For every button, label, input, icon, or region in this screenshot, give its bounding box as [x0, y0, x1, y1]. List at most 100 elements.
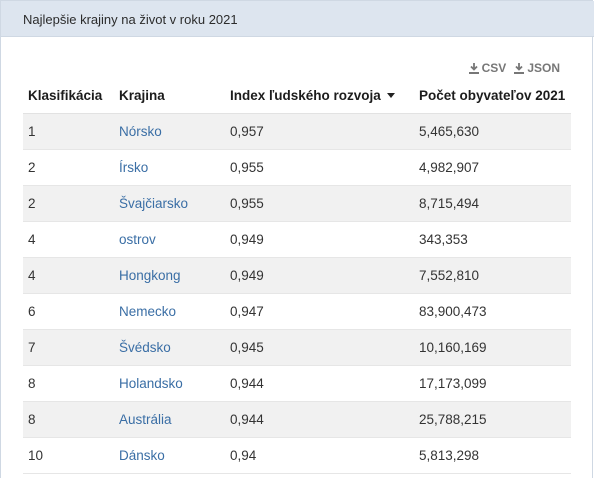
download-json-link[interactable]: JSON	[514, 61, 560, 75]
header-hdi-label: Index ľudského rozvoja	[230, 87, 381, 103]
rank-cell: 2	[23, 149, 114, 186]
rank-cell: 1	[23, 113, 114, 150]
rank-cell: 8	[28, 376, 36, 391]
rank-cell: 1	[28, 124, 36, 139]
hdi-cell: 0,945	[225, 329, 414, 366]
rank-cell: 10	[23, 437, 114, 474]
download-icon	[514, 62, 525, 74]
rank-cell: 2	[28, 196, 36, 211]
hdi-cell: 0,949	[225, 257, 414, 294]
rank-cell: 4	[23, 257, 114, 294]
table-row: 6 Nemecko 0,947 83,900,473	[23, 293, 571, 330]
rank-cell: 2	[28, 160, 36, 175]
download-csv-label: CSV	[481, 61, 507, 75]
rank-cell: 7	[23, 329, 114, 366]
population-cell: 10,160,169	[414, 329, 571, 366]
country-cell: ostrov	[114, 221, 225, 258]
country-cell: Írsko	[114, 149, 225, 186]
download-links: CSV JSON	[468, 61, 560, 75]
hdi-cell: 0,947	[230, 304, 264, 319]
population-cell: 5,465,630	[414, 113, 571, 150]
hdi-cell: 0,947	[225, 293, 414, 330]
hdi-cell: 0,957	[225, 113, 414, 150]
population-cell: 343,353	[419, 232, 468, 247]
country-link[interactable]: Nórsko	[119, 124, 162, 139]
rank-cell: 4	[28, 232, 36, 247]
population-cell: 8,715,494	[414, 185, 571, 222]
population-cell: 17,173,099	[414, 365, 571, 402]
population-cell: 10,160,169	[419, 340, 487, 355]
population-cell: 25,788,215	[419, 412, 487, 427]
population-cell: 5,813,298	[414, 437, 571, 474]
download-icon	[468, 62, 479, 74]
hdi-cell: 0,955	[225, 149, 414, 186]
hdi-cell: 0,944	[225, 401, 414, 438]
population-cell: 17,173,099	[419, 376, 487, 391]
header-country-label: Krajina	[119, 87, 165, 103]
population-cell: 25,788,215	[414, 401, 571, 438]
population-cell: 7,552,810	[419, 268, 480, 283]
population-cell: 343,353	[414, 221, 571, 258]
countries-table: Klasifikácia Krajina Index ľudského rozv…	[23, 77, 571, 474]
download-json-label: JSON	[527, 61, 560, 75]
country-link[interactable]: Írsko	[119, 160, 149, 175]
panel-header: Najlepšie krajiny na život v roku 2021	[1, 1, 594, 37]
rank-cell: 4	[28, 268, 36, 283]
hdi-cell: 0,94	[230, 448, 257, 463]
panel-title: Najlepšie krajiny na život v roku 2021	[23, 12, 238, 27]
hdi-cell: 0,949	[230, 268, 264, 283]
country-link[interactable]: ostrov	[119, 232, 156, 247]
hdi-cell: 0,955	[230, 160, 264, 175]
rank-cell: 8	[23, 365, 114, 402]
rank-cell: 7	[28, 340, 36, 355]
country-link[interactable]: Holandsko	[119, 376, 183, 391]
table-row: 2 Švajčiarsko 0,955 8,715,494	[23, 185, 571, 222]
table-row: 4 ostrov 0,949 343,353	[23, 221, 571, 258]
rank-cell: 10	[28, 448, 44, 463]
rank-cell: 8	[28, 412, 36, 427]
country-cell: Nórsko	[114, 113, 225, 150]
hdi-cell: 0,955	[230, 196, 264, 211]
country-link[interactable]: Hongkong	[119, 268, 181, 283]
hdi-cell: 0,949	[230, 232, 264, 247]
table-row: 1 Nórsko 0,957 5,465,630	[23, 113, 571, 150]
country-cell: Austrália	[114, 401, 225, 438]
population-cell: 5,465,630	[419, 124, 480, 139]
country-cell: Švédsko	[114, 329, 225, 366]
rank-cell: 6	[23, 293, 114, 330]
country-cell: Nemecko	[114, 293, 225, 330]
country-link[interactable]: Austrália	[119, 412, 172, 427]
sort-desc-icon	[386, 93, 395, 99]
header-population-label: Počet obyvateľov 2021	[419, 87, 566, 103]
table-header-row: Klasifikácia Krajina Index ľudského rozv…	[23, 77, 571, 114]
table-row: 10 Dánsko 0,94 5,813,298	[23, 437, 571, 474]
country-cell: Holandsko	[114, 365, 225, 402]
population-cell: 83,900,473	[419, 304, 487, 319]
population-cell: 7,552,810	[414, 257, 571, 294]
header-population[interactable]: Počet obyvateľov 2021	[414, 77, 571, 114]
table-row: 4 Hongkong 0,949 7,552,810	[23, 257, 571, 294]
country-link[interactable]: Švédsko	[119, 340, 171, 355]
rank-cell: 4	[23, 221, 114, 258]
country-cell: Švajčiarsko	[114, 185, 225, 222]
header-rank-label: Klasifikácia	[28, 87, 103, 103]
header-hdi[interactable]: Index ľudského rozvoja	[225, 77, 414, 114]
hdi-cell: 0,944	[225, 365, 414, 402]
population-cell: 4,982,907	[419, 160, 480, 175]
header-country[interactable]: Krajina	[114, 77, 225, 114]
country-link[interactable]: Švajčiarsko	[119, 196, 189, 211]
table-row: 8 Austrália 0,944 25,788,215	[23, 401, 571, 438]
hdi-cell: 0,945	[230, 340, 264, 355]
header-rank[interactable]: Klasifikácia	[23, 77, 114, 114]
population-cell: 8,715,494	[419, 196, 480, 211]
hdi-cell: 0,944	[230, 376, 264, 391]
country-link[interactable]: Dánsko	[119, 448, 165, 463]
rank-cell: 8	[23, 401, 114, 438]
population-cell: 83,900,473	[414, 293, 571, 330]
country-cell: Dánsko	[114, 437, 225, 474]
hdi-cell: 0,957	[230, 124, 264, 139]
country-cell: Hongkong	[114, 257, 225, 294]
download-csv-link[interactable]: CSV	[468, 61, 507, 75]
country-link[interactable]: Nemecko	[119, 304, 177, 319]
